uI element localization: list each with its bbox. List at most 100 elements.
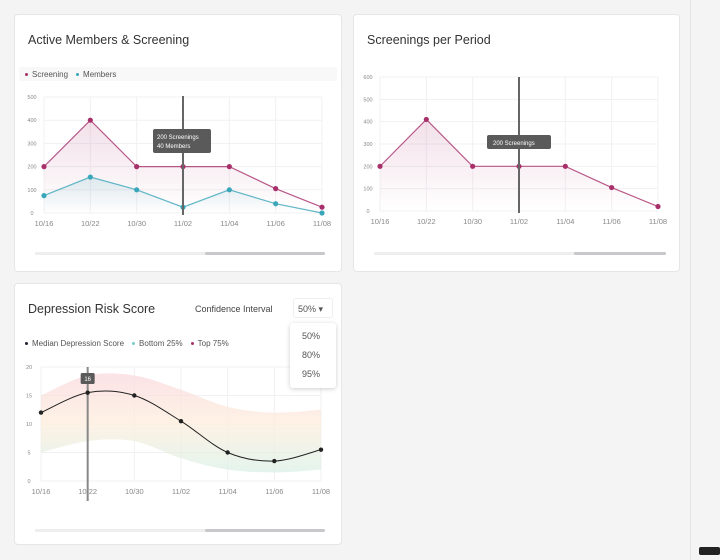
x-tick-label: 10/30 (127, 219, 146, 228)
x-tick-label: 11/04 (220, 219, 238, 228)
y-tick-label: 100 (363, 187, 372, 193)
x-tick-label: 10/16 (35, 219, 54, 228)
tooltip (487, 135, 551, 149)
data-point (273, 201, 279, 207)
data-point (609, 184, 615, 191)
chart-active-members[interactable]: 500 400 300 200 100 010/16 10/22 10/30 11/02 11/0… (15, 15, 343, 273)
x-tick-label: 10/22 (417, 217, 436, 226)
confidence-menu: 50% 80% 95% (290, 323, 336, 388)
x-tick-label: 11/08 (312, 487, 330, 496)
data-point (225, 450, 230, 455)
tooltip-text: 40 Members (157, 144, 190, 150)
chevron-down-icon: ▾ (318, 304, 324, 314)
data-point (655, 203, 661, 210)
data-point (562, 163, 568, 169)
y-tick-label: 15 (26, 394, 32, 400)
divider (690, 0, 691, 560)
corner-widget[interactable] (699, 547, 720, 555)
x-tick-label: 10/22 (81, 219, 100, 228)
x-tick-label: 11/06 (265, 487, 283, 496)
data-point (318, 447, 324, 452)
y-tick-label: 600 (363, 75, 372, 81)
chart-depression[interactable]: 2015105010/1610/2210/3011/0211/0411/0611… (15, 284, 343, 546)
x-tick-label: 11/02 (174, 219, 192, 228)
y-tick-label: 10 (26, 422, 32, 428)
data-point (178, 418, 184, 424)
legend-median[interactable]: Median Depression Score (25, 339, 124, 348)
y-tick-label: 20 (26, 365, 32, 371)
data-point (226, 187, 232, 193)
tooltip-text: 200 Screenings (493, 141, 535, 147)
y-tick-label: 200 (27, 165, 36, 171)
x-tick-label: 10/30 (463, 217, 482, 226)
legend-screening[interactable]: Screening (25, 70, 68, 79)
tooltip-text: 16 (84, 377, 91, 383)
scrollbar[interactable] (35, 529, 325, 532)
x-tick-label: 11/02 (510, 217, 528, 226)
legend: Median Depression Score Bottom 25% Top 7… (19, 336, 337, 350)
legend-members[interactable]: Members (76, 70, 116, 79)
card-title: Screenings per Period (367, 33, 491, 47)
data-point (85, 390, 90, 395)
x-tick-label: 10/16 (371, 217, 390, 226)
x-tick-label: 11/08 (649, 217, 667, 226)
tooltip (80, 373, 95, 384)
legend: Screening Members (19, 67, 337, 81)
chart-screenings[interactable]: 600 500 400 300 200 100 010/16 10/22 10/30 11/02 1… (354, 15, 681, 273)
series-area (44, 177, 322, 213)
data-point (134, 164, 140, 170)
y-tick-label: 500 (363, 97, 372, 103)
y-tick-label: 100 (27, 188, 36, 194)
y-tick-label: 300 (363, 142, 372, 148)
data-point (41, 193, 47, 199)
active-members-card: Active Members & Screening Screening Mem… (14, 14, 342, 272)
option-50[interactable]: 50% (302, 331, 321, 341)
x-tick-label: 11/08 (313, 219, 331, 228)
y-tick-label: 0 (366, 209, 369, 215)
confidence-select[interactable]: 50% ▾ (293, 298, 333, 318)
card-title: Active Members & Screening (28, 33, 190, 47)
x-tick-label: 10/16 (32, 487, 51, 496)
data-point (134, 187, 140, 193)
data-point (132, 393, 137, 398)
y-tick-label: 0 (27, 479, 30, 485)
x-tick-label: 11/04 (556, 217, 574, 226)
y-tick-label: 0 (30, 211, 33, 217)
data-point (319, 204, 325, 210)
depression-card: Depression Risk Score Confidence Interva… (14, 283, 342, 545)
data-point (470, 163, 476, 169)
y-tick-label: 300 (27, 141, 36, 147)
x-tick-label: 11/04 (219, 487, 237, 496)
y-tick-label: 500 (27, 95, 36, 101)
data-point (273, 186, 279, 192)
x-tick-label: 11/06 (267, 219, 285, 228)
option-80[interactable]: 80% (302, 350, 321, 360)
series-area (380, 119, 658, 211)
data-point (41, 164, 47, 170)
x-tick-label: 11/02 (172, 487, 190, 496)
tooltip (153, 129, 211, 153)
data-point (319, 210, 325, 216)
y-tick-label: 5 (27, 451, 30, 457)
data-point (423, 116, 429, 123)
legend-top[interactable]: Top 75% (190, 339, 229, 348)
data-point (87, 117, 93, 123)
data-point (226, 164, 232, 170)
data-point (38, 410, 44, 415)
option-95[interactable]: 95% (302, 369, 321, 379)
card-title: Depression Risk Score (28, 302, 156, 316)
confidence-label: Confidence Interval (195, 304, 273, 314)
y-tick-label: 400 (363, 120, 372, 126)
screenings-card: Screenings per Period 600 500 400 300 200 100… (353, 14, 680, 272)
y-tick-label: 400 (27, 118, 36, 124)
scrollbar[interactable] (374, 252, 666, 255)
scrollbar[interactable] (35, 252, 325, 255)
data-point (87, 174, 93, 180)
data-point (377, 163, 383, 169)
x-tick-label: 11/06 (603, 217, 621, 226)
y-tick-label: 200 (363, 164, 372, 170)
legend-bottom[interactable]: Bottom 25% (132, 339, 183, 348)
x-tick-label: 10/30 (125, 487, 144, 496)
data-point (272, 458, 277, 464)
tooltip-text: 200 Screenings (157, 135, 199, 141)
